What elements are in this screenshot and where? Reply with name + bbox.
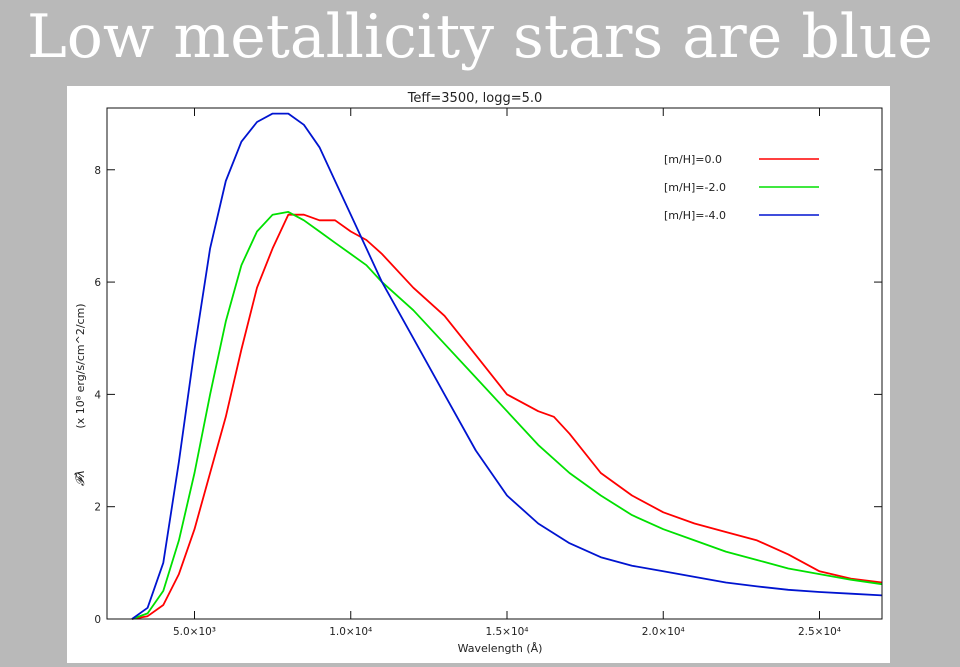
- series-line-m-h-2-0: [131, 211, 883, 620]
- y-axis-label: (x 10⁸ erg/s/cm^2/cm): [74, 303, 87, 428]
- y-tick-label: 6: [94, 277, 101, 289]
- x-tick-label: 5.0×10³: [173, 626, 216, 638]
- x-tick-label: 1.0×10⁴: [329, 626, 372, 638]
- plot-frame: [106, 107, 883, 620]
- chart-title: Teff=3500, logg=5.0: [407, 91, 543, 106]
- legend-label: [m/H]=-4.0: [664, 209, 726, 222]
- y-tick-label: 4: [94, 389, 101, 401]
- legend: [m/H]=0.0 [m/H]=-2.0 [m/H]=-4.0: [664, 153, 819, 222]
- x-tick-label: 2.5×10⁴: [798, 626, 841, 638]
- y-axis-symbol: 𝓕λ: [73, 470, 87, 486]
- plot-lines: [131, 112, 883, 620]
- y-tick-label: 8: [94, 165, 101, 177]
- series-line-m-h-0-0: [131, 213, 883, 620]
- y-tick-label: 2: [94, 502, 101, 514]
- x-tick-label: 1.5×10⁴: [485, 626, 528, 638]
- spectrum-chart: Teff=3500, logg=5.0 5.0×10³ 1.0×10⁴ 1.5×10…: [73, 91, 883, 655]
- x-tick-label: 2.0×10⁴: [642, 626, 685, 638]
- axis-ticks: 5.0×10³ 1.0×10⁴ 1.5×10⁴ 2.0×10⁴ 2.5×10⁴ 0 2 4 6 8: [94, 108, 882, 638]
- legend-label: [m/H]=-2.0: [664, 181, 726, 194]
- series-line-m-h-4-0: [131, 112, 883, 620]
- x-axis-label: Wavelength (Å): [458, 642, 543, 655]
- legend-label: [m/H]=0.0: [664, 153, 722, 166]
- y-axis-label-group: 𝓕λ (x 10⁸ erg/s/cm^2/cm): [73, 303, 87, 486]
- y-tick-label: 0: [94, 614, 101, 626]
- slide-title: Low metallicity stars are blue: [26, 2, 934, 72]
- chart-panel: Teff=3500, logg=5.0 5.0×10³ 1.0×10⁴ 1.5×10…: [67, 86, 890, 663]
